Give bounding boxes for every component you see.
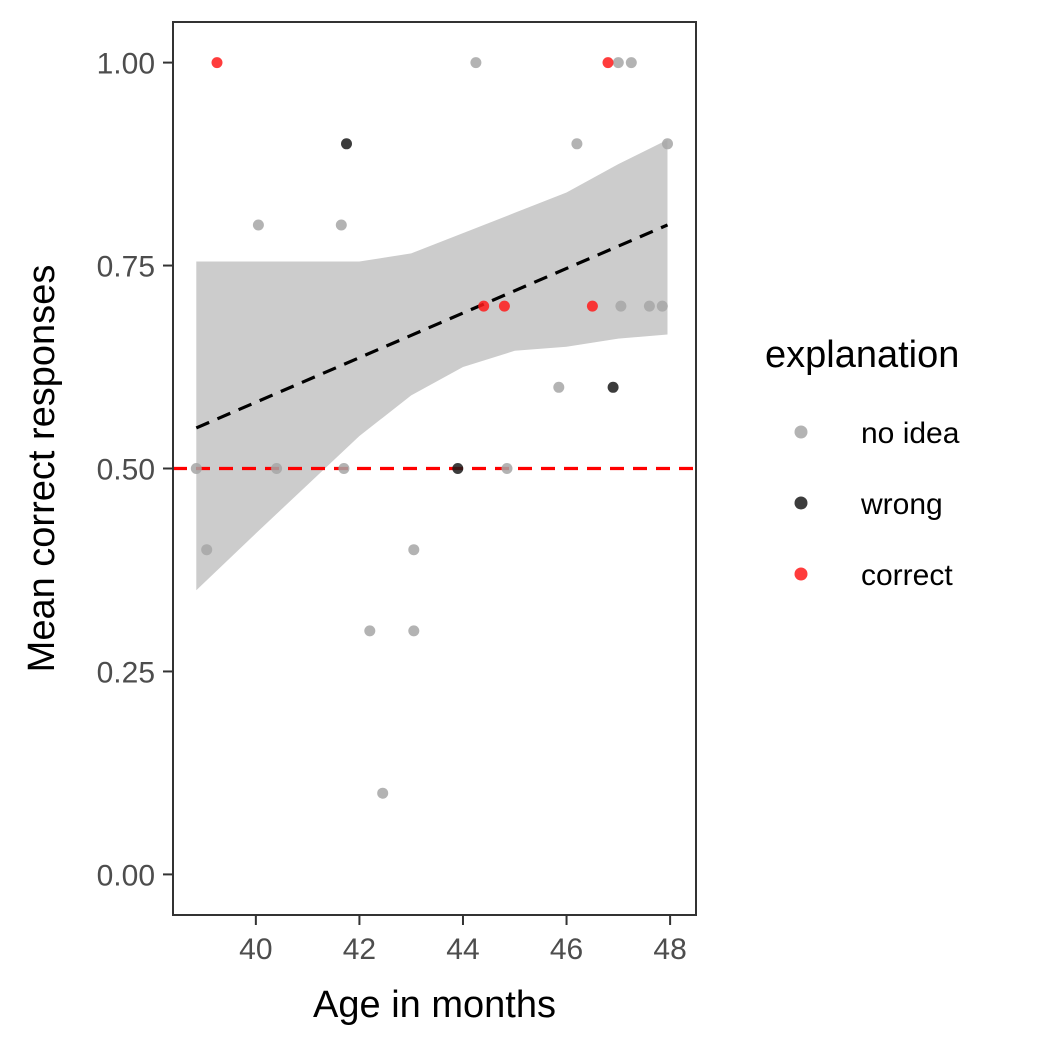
data-point-correct xyxy=(478,300,490,312)
data-point-no-idea xyxy=(364,625,376,637)
x-tick-label: 42 xyxy=(343,933,376,966)
trend-line xyxy=(195,223,669,430)
x-tick-label: 48 xyxy=(653,933,686,966)
data-point-correct xyxy=(586,300,598,312)
data-point-no-idea xyxy=(252,219,264,231)
legend-label: no idea xyxy=(861,417,960,450)
x-tick-label: 44 xyxy=(446,933,479,966)
data-point-no-idea xyxy=(271,463,283,474)
legend-key-correct xyxy=(794,567,808,581)
data-point-no-idea xyxy=(662,138,673,150)
data-point-no-idea xyxy=(190,463,202,474)
data-point-no-idea xyxy=(571,138,583,150)
legend-label: correct xyxy=(861,559,953,592)
legend-key-wrong xyxy=(794,496,808,510)
confidence-band xyxy=(196,139,668,591)
data-point-correct xyxy=(602,57,614,69)
y-tick-label: 1.00 xyxy=(97,48,155,81)
data-point-wrong xyxy=(452,463,464,474)
data-point-no-idea xyxy=(408,544,420,556)
confidence-band-layer xyxy=(196,139,668,591)
data-point-wrong xyxy=(607,381,619,393)
data-point-no-idea xyxy=(470,57,482,69)
legend-label: wrong xyxy=(860,488,943,521)
legend-key-no-idea xyxy=(794,425,808,439)
data-point-no-idea xyxy=(501,463,513,474)
y-tick-label: 0.50 xyxy=(97,454,155,487)
data-point-wrong xyxy=(341,138,352,150)
data-point-no-idea xyxy=(338,463,350,474)
data-point-no-idea xyxy=(656,300,668,312)
x-tick-label: 40 xyxy=(239,933,272,966)
y-tick-label: 0.25 xyxy=(97,656,155,689)
data-point-no-idea xyxy=(377,787,389,799)
data-point-no-idea xyxy=(553,381,565,393)
data-point-no-idea xyxy=(612,57,624,69)
y-tick-label: 0.00 xyxy=(97,859,155,892)
y-tick-label: 0.75 xyxy=(97,251,155,284)
data-point-no-idea xyxy=(625,57,637,69)
legend: explanation no idea wrong correct xyxy=(765,334,960,592)
data-point-no-idea xyxy=(615,300,627,312)
legend-title: explanation xyxy=(765,334,959,376)
data-point-no-idea xyxy=(335,219,347,231)
data-point-no-idea xyxy=(201,544,213,556)
data-points-layer xyxy=(190,57,673,799)
y-axis-title: Mean correct responses xyxy=(21,265,63,673)
x-axis-title: Age in months xyxy=(313,984,556,1026)
trend-line-layer xyxy=(195,223,669,430)
data-point-no-idea xyxy=(643,300,655,312)
y-axis: 0.00 0.25 0.50 0.75 1.00 xyxy=(97,48,173,892)
data-point-correct xyxy=(498,300,510,312)
data-point-no-idea xyxy=(408,625,420,637)
x-axis: 40 42 44 46 48 xyxy=(239,915,687,966)
x-tick-label: 46 xyxy=(550,933,583,966)
data-point-correct xyxy=(211,57,223,69)
